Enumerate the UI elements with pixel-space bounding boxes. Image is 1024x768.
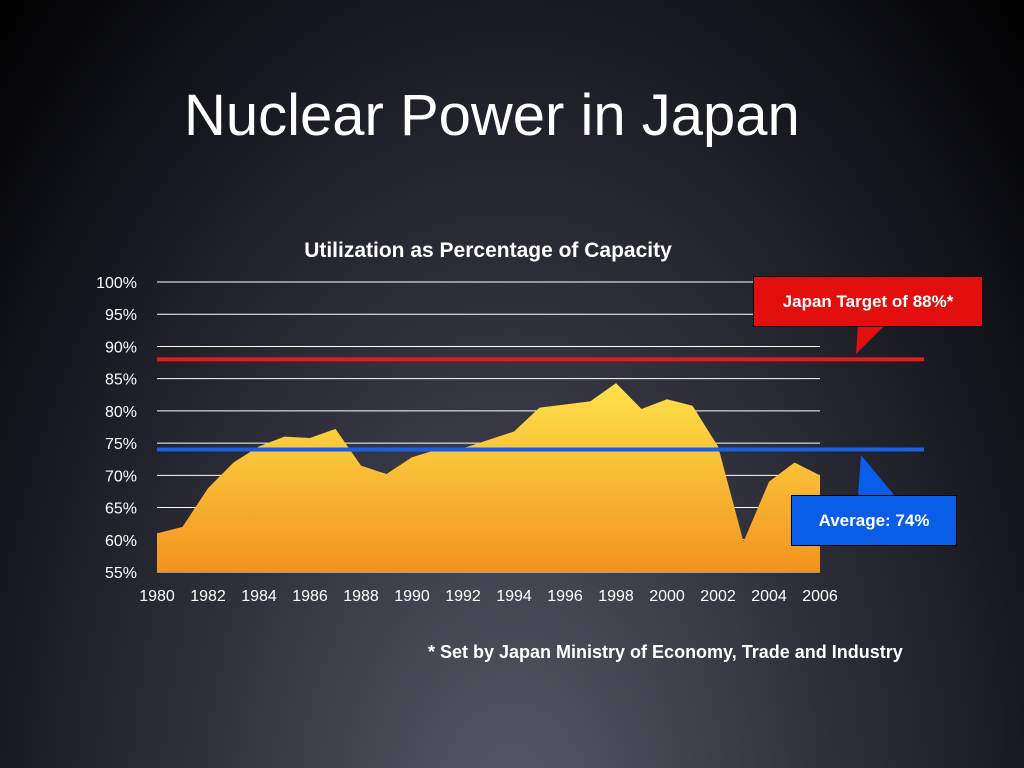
x-tick-label: 1986 xyxy=(292,588,328,605)
reference-lines xyxy=(157,357,924,452)
x-tick-label: 2000 xyxy=(649,588,685,605)
x-tick-label: 1990 xyxy=(394,588,430,605)
chart-title: Utilization as Percentage of Capacity xyxy=(304,239,672,262)
x-tick-label: 1988 xyxy=(343,588,379,605)
y-tick-label: 65% xyxy=(105,501,137,518)
y-tick-label: 90% xyxy=(105,339,137,356)
footnote: * Set by Japan Ministry of Economy, Trad… xyxy=(428,642,903,662)
y-tick-label: 55% xyxy=(105,565,137,582)
y-tick-label: 95% xyxy=(105,307,137,324)
x-tick-label: 1980 xyxy=(139,588,175,605)
x-axis-ticks: 1980 1982 1984 1986 1988 1990 1992 1994 1996 1998… xyxy=(139,588,838,605)
x-tick-label: 2002 xyxy=(700,588,736,605)
target-callout: Japan Target of 88%* xyxy=(753,276,983,327)
target-callout-pointer xyxy=(856,324,886,354)
y-tick-label: 75% xyxy=(105,436,137,453)
y-tick-label: 80% xyxy=(105,404,137,421)
x-tick-label: 1982 xyxy=(190,588,226,605)
y-axis-ticks: 55% 60% 65% 70% 75% 80% 85% 90% 95% 100% xyxy=(96,275,137,582)
x-tick-label: 2006 xyxy=(802,588,838,605)
y-tick-label: 85% xyxy=(105,372,137,389)
x-tick-label: 1996 xyxy=(547,588,583,605)
y-tick-label: 70% xyxy=(105,468,137,485)
average-callout: Average: 74% xyxy=(791,495,957,546)
x-tick-label: 1994 xyxy=(496,588,532,605)
x-tick-label: 1998 xyxy=(598,588,634,605)
x-tick-label: 1992 xyxy=(445,588,481,605)
y-tick-label: 100% xyxy=(96,275,137,292)
average-callout-pointer xyxy=(858,455,895,496)
x-tick-label: 2004 xyxy=(751,588,787,605)
area-fill xyxy=(157,383,820,572)
slide-title: Nuclear Power in Japan xyxy=(184,83,800,148)
area-series xyxy=(157,383,820,572)
x-tick-label: 1984 xyxy=(241,588,277,605)
y-tick-label: 60% xyxy=(105,533,137,550)
